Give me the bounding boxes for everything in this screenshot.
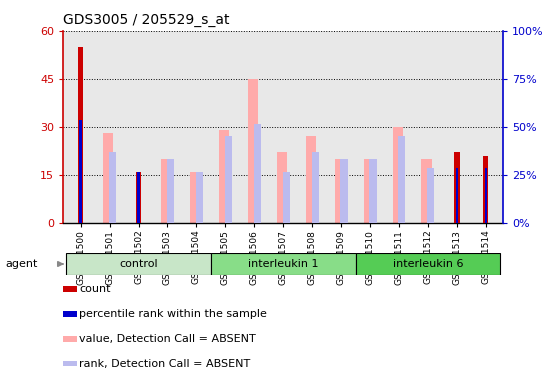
Bar — [364, 159, 373, 223]
Bar — [63, 336, 76, 341]
Text: interleukin 6: interleukin 6 — [393, 259, 463, 269]
Bar — [63, 361, 76, 366]
Bar — [421, 159, 432, 223]
Bar — [248, 79, 258, 223]
Bar — [63, 311, 76, 316]
Bar — [334, 159, 345, 223]
Bar — [161, 159, 171, 223]
Text: percentile rank within the sample: percentile rank within the sample — [79, 309, 267, 319]
Bar — [356, 253, 500, 275]
Bar — [456, 168, 458, 223]
Text: interleukin 1: interleukin 1 — [248, 259, 318, 269]
Bar — [66, 253, 211, 275]
Bar — [63, 286, 76, 291]
Text: GDS3005 / 205529_s_at: GDS3005 / 205529_s_at — [63, 13, 230, 27]
Bar — [103, 133, 113, 223]
Bar — [427, 168, 435, 223]
Bar — [283, 172, 290, 223]
Bar — [370, 159, 377, 223]
Text: control: control — [119, 259, 158, 269]
Bar — [211, 253, 356, 275]
Bar — [109, 152, 116, 223]
Bar — [254, 124, 261, 223]
Bar — [138, 172, 140, 223]
Bar — [454, 152, 460, 223]
Bar — [225, 136, 232, 223]
Bar — [483, 156, 488, 223]
Bar — [196, 172, 203, 223]
Bar — [311, 152, 318, 223]
Bar — [190, 172, 200, 223]
Bar — [398, 136, 405, 223]
Bar — [78, 47, 83, 223]
Bar — [485, 168, 487, 223]
Bar — [277, 152, 287, 223]
Bar — [79, 120, 82, 223]
Bar — [167, 159, 174, 223]
Bar — [340, 159, 348, 223]
Bar — [136, 172, 141, 223]
Text: agent: agent — [6, 259, 38, 269]
Text: value, Detection Call = ABSENT: value, Detection Call = ABSENT — [79, 334, 256, 344]
Bar — [393, 127, 403, 223]
Bar — [219, 130, 229, 223]
Text: count: count — [79, 284, 111, 294]
Bar — [306, 136, 316, 223]
Text: rank, Detection Call = ABSENT: rank, Detection Call = ABSENT — [79, 359, 250, 369]
